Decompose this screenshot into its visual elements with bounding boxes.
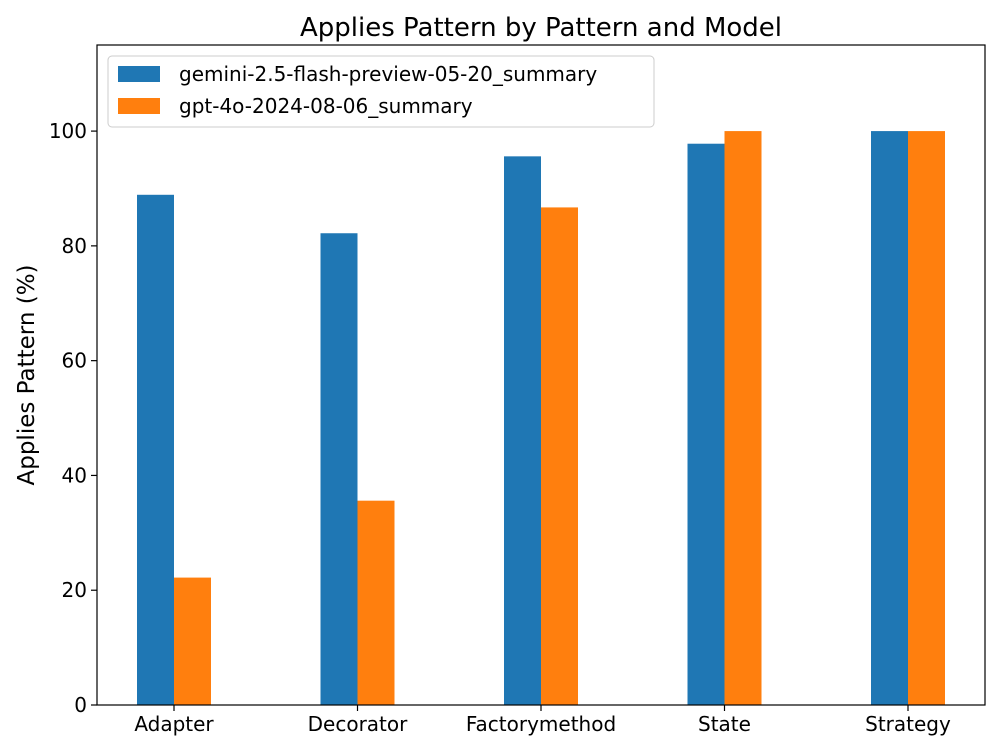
bar-decorator-series-1	[320, 233, 358, 706]
y-tick-label: 0	[74, 693, 87, 717]
plot-frame	[96, 44, 986, 706]
y-tick-label: 20	[62, 578, 87, 602]
bar-state-series-1	[687, 143, 725, 706]
x-tick-label: State	[698, 712, 751, 736]
bar-adapter-series-1	[137, 194, 174, 705]
bar-factorymethod-series-2	[541, 207, 578, 705]
bar-strategy-series-2	[908, 131, 945, 705]
y-tick-label: 40	[62, 463, 87, 487]
bar-strategy-series-1	[871, 131, 908, 705]
y-axis-label: Applies Pattern (%)	[14, 264, 40, 485]
y-tick-label: 60	[62, 349, 87, 373]
bars-group	[137, 131, 945, 706]
x-tick-label: Factorymethod	[466, 712, 616, 736]
y-axis-ticks: 0 20 40 60 80 100	[49, 119, 97, 717]
legend-entry-label: gemini-2.5-flash-preview-05-20_summary	[179, 62, 597, 86]
x-tick-label: Decorator	[308, 712, 408, 736]
x-tick-label: Strategy	[865, 712, 951, 736]
bar-factorymethod-series-1	[504, 156, 541, 706]
y-tick-label: 80	[62, 234, 87, 258]
legend-swatch	[118, 66, 160, 82]
legend-entry-label: gpt-4o-2024-08-06_summary	[179, 94, 473, 118]
y-tick-label: 100	[49, 119, 87, 143]
legend-swatch	[118, 98, 160, 114]
x-axis-ticks: Adapter Decorator Factorymethod State Strate…	[134, 705, 951, 736]
bar-adapter-series-2	[174, 577, 211, 705]
legend: gemini-2.5-flash-preview-05-20_summarygp…	[107, 55, 655, 128]
chart-title: Applies Pattern by Pattern and Model	[300, 13, 782, 43]
x-tick-label: Adapter	[134, 712, 214, 736]
bar-state-series-2	[724, 131, 762, 705]
bar-decorator-series-2	[357, 500, 395, 705]
legend-box	[107, 55, 655, 128]
